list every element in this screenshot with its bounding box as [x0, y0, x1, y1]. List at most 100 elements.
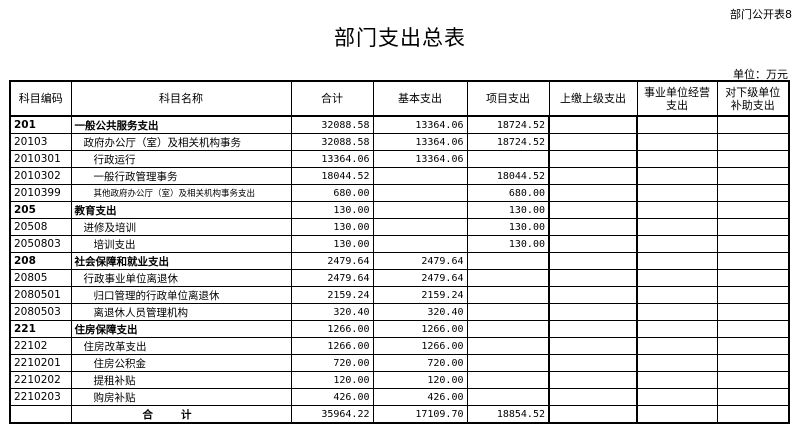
row-code: 22102 [9, 337, 72, 355]
row-subsidy [716, 388, 790, 406]
row-upper [548, 184, 638, 202]
row-upper [548, 133, 638, 151]
row-name: 培训支出 [70, 235, 292, 253]
row-subsidy [716, 150, 790, 168]
row-subsidy [716, 235, 790, 253]
row-project: 130.00 [466, 218, 550, 236]
row-project [466, 286, 550, 304]
row-upper [548, 235, 638, 253]
row-subsidy [716, 269, 790, 287]
table-row: 22102 住房改革支出 1266.00 1266.00 [9, 337, 790, 355]
row-total: 130.00 [290, 235, 374, 253]
row-business [636, 235, 718, 253]
row-subsidy [716, 184, 790, 202]
total-label: 合计 [70, 405, 292, 424]
table-header-row: 科目编码 科目名称 合计 基本支出 项目支出 上缴上级支出 事业单位经营支出 对… [9, 80, 790, 117]
row-code: 2050803 [9, 235, 72, 253]
row-name: 归口管理的行政单位离退休 [70, 286, 292, 304]
row-business [636, 167, 718, 185]
row-code: 208 [9, 252, 72, 270]
row-name: 进修及培训 [70, 218, 292, 236]
row-business [636, 184, 718, 202]
row-name: 离退休人员管理机构 [70, 303, 292, 321]
row-code: 221 [9, 320, 72, 338]
row-basic: 1266.00 [372, 337, 468, 355]
row-upper [548, 388, 638, 406]
form-code: 部门公开表8 [730, 8, 792, 21]
row-subsidy [716, 201, 790, 219]
row-subsidy [716, 371, 790, 389]
row-basic: 120.00 [372, 371, 468, 389]
row-subsidy [716, 133, 790, 151]
header-code: 科目编码 [9, 80, 72, 117]
row-name: 行政运行 [70, 150, 292, 168]
row-total: 130.00 [290, 218, 374, 236]
row-business [636, 150, 718, 168]
row-upper [548, 371, 638, 389]
row-business [636, 320, 718, 338]
total-row: 合计 35964.22 17109.70 18854.52 [9, 405, 790, 424]
row-name: 提租补贴 [70, 371, 292, 389]
header-basic: 基本支出 [372, 80, 468, 117]
row-basic: 426.00 [372, 388, 468, 406]
table-row: 2010302 一般行政管理事务 18044.52 18044.52 [9, 167, 790, 185]
table-row: 221 住房保障支出 1266.00 1266.00 [9, 320, 790, 338]
row-business [636, 218, 718, 236]
total-total: 35964.22 [290, 405, 374, 424]
row-project: 130.00 [466, 235, 550, 253]
row-project: 680.00 [466, 184, 550, 202]
row-business [636, 303, 718, 321]
row-project [466, 354, 550, 372]
row-basic [372, 167, 468, 185]
row-code: 2210202 [9, 371, 72, 389]
row-upper [548, 218, 638, 236]
row-basic: 720.00 [372, 354, 468, 372]
table-row: 20103 政府办公厅（室）及相关机构事务 32088.58 13364.06 1872… [9, 133, 790, 151]
row-project [466, 320, 550, 338]
row-code: 20805 [9, 269, 72, 287]
table-row: 2210203 购房补贴 426.00 426.00 [9, 388, 790, 406]
row-code: 2010301 [9, 150, 72, 168]
row-project [466, 150, 550, 168]
row-name: 住房改革支出 [70, 337, 292, 355]
row-total: 2159.24 [290, 286, 374, 304]
row-basic: 13364.06 [372, 133, 468, 151]
header-subsidy: 对下级单位补助支出 [716, 80, 790, 117]
row-business [636, 286, 718, 304]
row-total: 120.00 [290, 371, 374, 389]
row-code: 2210203 [9, 388, 72, 406]
row-name: 一般公共服务支出 [70, 115, 292, 134]
row-subsidy [716, 337, 790, 355]
unit-label: 单位：万元 [733, 68, 788, 81]
row-project: 18724.52 [466, 115, 550, 134]
table-row: 2010399 其他政府办公厅（室）及相关机构事务支出 680.00 680.00 [9, 184, 790, 202]
row-business [636, 115, 718, 134]
row-total: 680.00 [290, 184, 374, 202]
row-upper [548, 303, 638, 321]
table-row: 205 教育支出 130.00 130.00 [9, 201, 790, 219]
row-total: 2479.64 [290, 252, 374, 270]
row-basic [372, 184, 468, 202]
row-total: 32088.58 [290, 133, 374, 151]
table-row: 2010301 行政运行 13364.06 13364.06 [9, 150, 790, 168]
row-business [636, 354, 718, 372]
row-code: 201 [9, 115, 72, 134]
row-upper [548, 150, 638, 168]
row-upper [548, 320, 638, 338]
row-name: 一般行政管理事务 [70, 167, 292, 185]
expenditure-table: 科目编码 科目名称 合计 基本支出 项目支出 上缴上级支出 事业单位经营支出 对… [9, 80, 790, 424]
row-basic: 320.40 [372, 303, 468, 321]
row-business [636, 201, 718, 219]
total-code [9, 405, 72, 424]
row-code: 2080503 [9, 303, 72, 321]
row-project [466, 269, 550, 287]
table-row: 2080503 离退休人员管理机构 320.40 320.40 [9, 303, 790, 321]
row-subsidy [716, 354, 790, 372]
row-basic: 2479.64 [372, 252, 468, 270]
row-name: 住房公积金 [70, 354, 292, 372]
table-row: 201 一般公共服务支出 32088.58 13364.06 18724.52 [9, 115, 790, 134]
row-total: 2479.64 [290, 269, 374, 287]
row-project: 18724.52 [466, 133, 550, 151]
total-business [636, 405, 718, 424]
row-project: 18044.52 [466, 167, 550, 185]
